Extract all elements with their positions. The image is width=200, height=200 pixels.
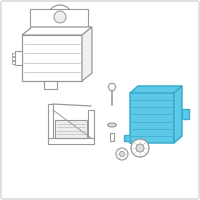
- Polygon shape: [44, 81, 57, 89]
- Polygon shape: [130, 86, 182, 93]
- Polygon shape: [22, 27, 92, 35]
- Polygon shape: [88, 110, 94, 144]
- Polygon shape: [55, 120, 87, 138]
- Bar: [48, 104, 53, 144]
- Polygon shape: [174, 86, 182, 143]
- Circle shape: [131, 139, 149, 157]
- Bar: [48, 138, 94, 144]
- Polygon shape: [124, 135, 130, 141]
- Circle shape: [136, 144, 144, 152]
- Circle shape: [54, 11, 66, 23]
- Bar: [12, 56, 15, 60]
- Circle shape: [116, 148, 128, 160]
- Bar: [12, 52, 15, 55]
- Ellipse shape: [108, 123, 116, 127]
- Bar: [12, 60, 15, 64]
- Circle shape: [120, 152, 124, 156]
- Circle shape: [48, 5, 72, 29]
- Bar: [22, 35, 82, 81]
- Bar: [110, 133, 114, 141]
- Bar: [15, 51, 22, 65]
- Polygon shape: [82, 27, 92, 81]
- Polygon shape: [182, 108, 189, 118]
- Bar: [130, 93, 174, 143]
- Polygon shape: [30, 9, 88, 27]
